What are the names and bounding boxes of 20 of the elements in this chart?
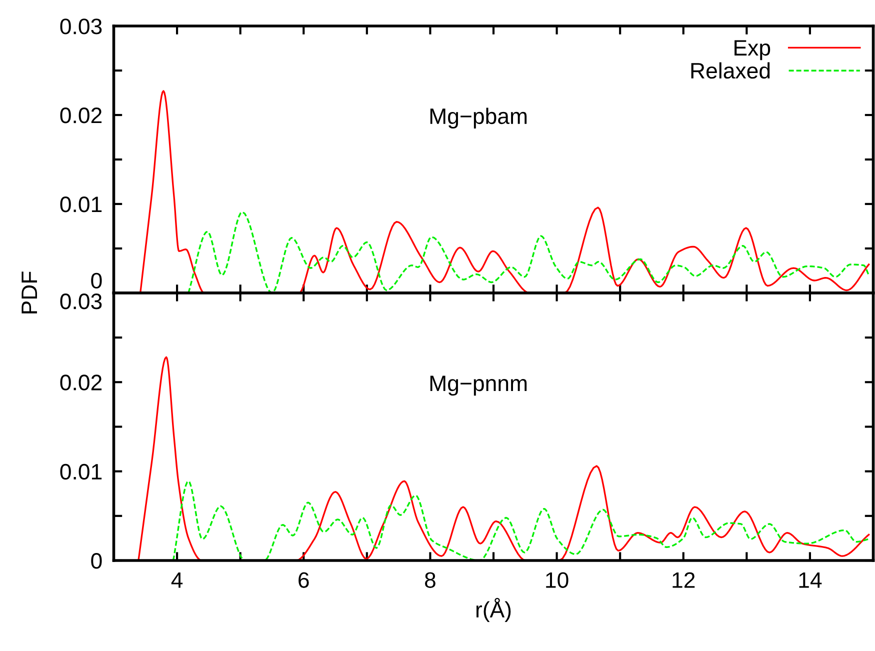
x-tick-label: 12	[672, 572, 695, 588]
y-tick-label: 0.01	[60, 464, 102, 480]
y-tick-label: 0.02	[60, 108, 102, 124]
x-tick-label: 4	[171, 572, 183, 588]
x-tick-label: 8	[424, 572, 436, 588]
y-tick-label: 0.03	[60, 294, 102, 310]
x-tick-label: 6	[298, 572, 309, 588]
annotation: Mg−pbam	[430, 108, 527, 128]
y-tick-label: 0.02	[60, 374, 102, 390]
legend-label: Exp	[734, 40, 770, 60]
x-axis-title: r(Å)	[476, 598, 511, 622]
legend-label: Relaxed	[691, 62, 770, 79]
x-tick-label: 10	[546, 572, 568, 588]
y-tick-label: 0.01	[60, 196, 102, 212]
y-tick-label: 0	[91, 272, 102, 289]
y-tick-label: 0.03	[60, 18, 102, 34]
y-axis-title: PDF	[22, 272, 37, 314]
annotation: Mg−pnnm	[430, 376, 527, 396]
x-tick-label: 14	[799, 572, 822, 588]
y-tick-label: 0	[91, 553, 102, 569]
